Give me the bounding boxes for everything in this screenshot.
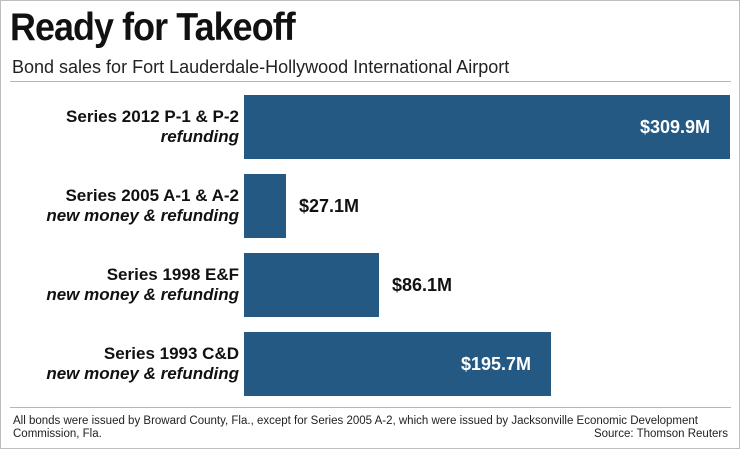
chart-subtitle: Bond sales for Fort Lauderdale-Hollywood… xyxy=(12,57,510,77)
category-label-type: refunding xyxy=(160,127,239,146)
category-label-type: new money & refunding xyxy=(46,206,239,225)
value-label: $309.9M xyxy=(639,117,710,137)
bar xyxy=(244,253,379,317)
category-label-series: Series 1993 C&D xyxy=(103,344,239,363)
category-label-series: Series 2005 A-1 & A-2 xyxy=(65,186,239,205)
footnote: All bonds were issued by Broward County,… xyxy=(13,415,699,440)
category-label: Series 1998 E&F new money & refunding xyxy=(46,265,239,305)
category-label-type: new money & refunding xyxy=(46,285,239,304)
bar xyxy=(244,332,551,396)
chart-title: Ready for Takeoff xyxy=(10,6,296,49)
value-label: $27.1M xyxy=(299,196,360,216)
bar xyxy=(244,174,286,238)
value-label: $195.7M xyxy=(460,354,531,374)
top-divider xyxy=(10,81,731,82)
category-label-series: Series 1998 E&F xyxy=(106,265,239,284)
value-label: $86.1M xyxy=(392,275,453,295)
category-label: Series 2005 A-1 & A-2 new money & refundi… xyxy=(46,186,239,226)
bottom-divider xyxy=(10,407,731,408)
source-credit: Source: Thomson Reuters xyxy=(593,428,728,440)
category-label-series: Series 2012 P-1 & P-2 xyxy=(66,107,239,126)
bar xyxy=(244,95,730,159)
category-label: Series 2012 P-1 & P-2 refunding xyxy=(66,107,239,147)
category-label: Series 1993 C&D new money & refunding xyxy=(46,344,239,384)
category-label-type: new money & refunding xyxy=(46,364,239,383)
